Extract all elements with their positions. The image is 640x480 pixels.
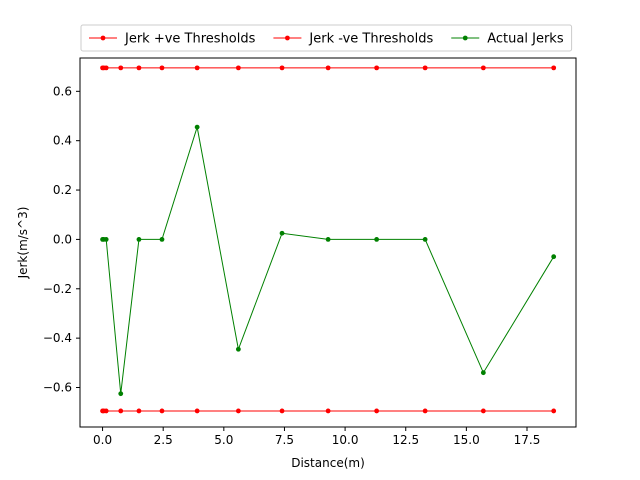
y-tick-label: −0.2 bbox=[43, 282, 72, 296]
data-point bbox=[325, 65, 331, 71]
series-0 bbox=[100, 65, 557, 71]
data-point bbox=[551, 254, 557, 260]
series-layer bbox=[100, 65, 557, 414]
data-point bbox=[136, 408, 142, 414]
legend-item-1: Jerk -ve Thresholds bbox=[273, 32, 433, 47]
y-tick-label: −0.6 bbox=[43, 381, 72, 395]
x-tick-label: 0.0 bbox=[93, 433, 112, 447]
data-point bbox=[480, 65, 486, 71]
data-point bbox=[422, 237, 428, 242]
x-tick-label: 17.5 bbox=[514, 433, 541, 447]
data-point bbox=[159, 408, 165, 414]
y-tick-label: 0.2 bbox=[53, 183, 72, 197]
data-point bbox=[422, 65, 428, 71]
data-point bbox=[325, 408, 331, 414]
data-point bbox=[374, 408, 380, 414]
data-point bbox=[103, 65, 109, 71]
data-point bbox=[374, 65, 380, 71]
data-point bbox=[279, 230, 285, 236]
data-point bbox=[194, 65, 200, 71]
y-tick-label: 0.4 bbox=[53, 134, 72, 148]
data-point bbox=[279, 65, 285, 71]
data-point bbox=[235, 65, 241, 71]
series-2 bbox=[100, 124, 557, 397]
data-point bbox=[118, 65, 124, 71]
data-point bbox=[279, 408, 285, 414]
data-point bbox=[159, 237, 165, 242]
data-point bbox=[551, 65, 557, 71]
plot-frame bbox=[79, 57, 577, 428]
legend-item-0: Jerk +ve Thresholds bbox=[89, 32, 256, 47]
y-tick-label: −0.4 bbox=[43, 331, 72, 345]
data-point bbox=[551, 408, 557, 414]
series-1 bbox=[100, 408, 557, 414]
series-line bbox=[102, 126, 555, 394]
data-point bbox=[103, 237, 109, 242]
x-axis: 0.0 2.5 5.0 7.5 10.0 12.5 15.0 17.5 bbox=[93, 427, 540, 447]
data-point bbox=[194, 124, 200, 130]
x-tick-label: 15.0 bbox=[453, 433, 480, 447]
legend-swatch-marker bbox=[285, 35, 290, 41]
y-axis-label: Jerk(m/s^3) bbox=[16, 207, 30, 280]
data-point bbox=[325, 237, 331, 242]
x-tick-label: 10.0 bbox=[332, 433, 359, 447]
data-point bbox=[103, 408, 109, 414]
legend-swatch-marker bbox=[462, 35, 468, 41]
legend-label: Actual Jerks bbox=[487, 32, 564, 47]
data-point bbox=[159, 65, 165, 71]
data-point bbox=[374, 237, 380, 242]
data-point bbox=[118, 391, 124, 397]
x-tick-label: 2.5 bbox=[154, 433, 173, 447]
y-tick-label: 0.0 bbox=[53, 232, 72, 246]
legend-item-2: Actual Jerks bbox=[451, 32, 564, 47]
data-point bbox=[235, 346, 241, 352]
x-tick-label: 5.0 bbox=[214, 433, 233, 447]
legend-swatch-marker bbox=[100, 35, 106, 41]
data-point bbox=[136, 237, 142, 242]
x-axis-label: Distance(m) bbox=[291, 456, 365, 470]
legend-box bbox=[80, 24, 573, 52]
data-point bbox=[480, 408, 486, 414]
y-axis: −0.6 −0.4 −0.2 0.0 0.2 0.4 0.6 bbox=[43, 84, 80, 395]
legend: Jerk +ve Thresholds Jerk -ve Thresholds Ac… bbox=[80, 24, 573, 52]
data-point bbox=[194, 408, 200, 414]
legend-label: Jerk -ve Thresholds bbox=[308, 32, 433, 47]
data-point bbox=[480, 370, 486, 376]
data-point bbox=[235, 408, 241, 414]
y-tick-label: 0.6 bbox=[53, 84, 72, 98]
data-point bbox=[136, 65, 142, 71]
data-point bbox=[422, 408, 428, 414]
data-point bbox=[118, 408, 124, 414]
x-tick-label: 7.5 bbox=[275, 433, 294, 447]
legend-label: Jerk +ve Thresholds bbox=[124, 32, 256, 47]
x-tick-label: 12.5 bbox=[392, 433, 419, 447]
